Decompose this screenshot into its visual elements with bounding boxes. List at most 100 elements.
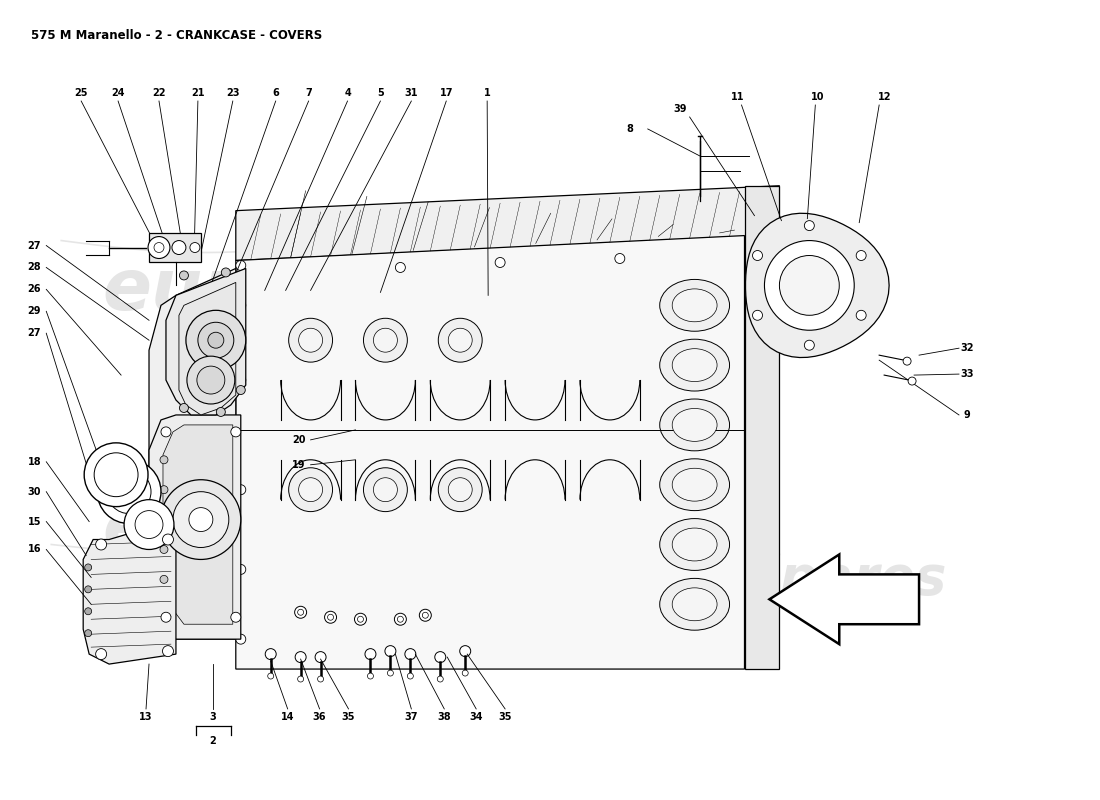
Circle shape <box>434 652 446 662</box>
Circle shape <box>161 480 241 559</box>
Circle shape <box>288 318 332 362</box>
Circle shape <box>160 546 168 554</box>
Polygon shape <box>163 425 233 624</box>
Circle shape <box>179 271 188 280</box>
Circle shape <box>438 676 443 682</box>
Circle shape <box>235 565 245 574</box>
Text: 38: 38 <box>438 712 451 722</box>
Circle shape <box>85 586 91 593</box>
Text: 17: 17 <box>440 88 453 98</box>
Text: 21: 21 <box>191 88 205 98</box>
Circle shape <box>395 262 406 273</box>
Circle shape <box>85 443 148 506</box>
Circle shape <box>124 500 174 550</box>
Circle shape <box>154 242 164 253</box>
Circle shape <box>397 616 404 622</box>
Circle shape <box>107 470 151 514</box>
Circle shape <box>373 478 397 502</box>
Circle shape <box>780 255 839 315</box>
Circle shape <box>235 485 245 494</box>
Circle shape <box>324 611 337 623</box>
Circle shape <box>318 676 323 682</box>
Circle shape <box>160 515 168 523</box>
Ellipse shape <box>672 528 717 561</box>
Text: 20: 20 <box>292 435 306 445</box>
Circle shape <box>148 237 170 258</box>
Circle shape <box>909 377 916 385</box>
Circle shape <box>387 670 394 676</box>
Circle shape <box>235 300 245 310</box>
Text: 27: 27 <box>28 241 41 250</box>
Text: 22: 22 <box>152 88 166 98</box>
Text: 3: 3 <box>209 712 217 722</box>
Circle shape <box>96 539 107 550</box>
Text: 33: 33 <box>960 369 974 379</box>
Circle shape <box>395 614 406 626</box>
Circle shape <box>197 366 224 394</box>
Circle shape <box>804 340 814 350</box>
Polygon shape <box>148 415 241 639</box>
Polygon shape <box>235 186 780 261</box>
Circle shape <box>85 608 91 614</box>
Text: 18: 18 <box>28 457 41 466</box>
Text: 32: 32 <box>960 343 974 353</box>
Circle shape <box>365 649 376 659</box>
Polygon shape <box>148 269 235 639</box>
Circle shape <box>385 646 396 657</box>
Text: 8: 8 <box>626 124 634 134</box>
Circle shape <box>407 673 414 679</box>
Text: 575 M Maranello - 2 - CRANKCASE - COVERS: 575 M Maranello - 2 - CRANKCASE - COVERS <box>31 30 322 42</box>
Circle shape <box>438 468 482 512</box>
Text: 36: 36 <box>312 712 327 722</box>
Circle shape <box>163 646 174 657</box>
Text: 34: 34 <box>470 712 483 722</box>
Text: 9: 9 <box>964 410 970 420</box>
Ellipse shape <box>672 289 717 322</box>
Circle shape <box>95 453 138 497</box>
Text: 39: 39 <box>673 104 686 114</box>
Circle shape <box>163 534 174 545</box>
Circle shape <box>295 606 307 618</box>
Ellipse shape <box>660 578 729 630</box>
Circle shape <box>217 407 226 417</box>
Text: 4: 4 <box>344 88 351 98</box>
Circle shape <box>265 649 276 659</box>
Circle shape <box>363 468 407 512</box>
Circle shape <box>298 328 322 352</box>
Text: 1: 1 <box>484 88 491 98</box>
Text: eurospares: eurospares <box>102 495 559 564</box>
Circle shape <box>172 241 186 254</box>
Text: 15: 15 <box>28 517 41 526</box>
Circle shape <box>85 564 91 571</box>
Text: 31: 31 <box>405 88 418 98</box>
Circle shape <box>752 310 762 320</box>
Polygon shape <box>148 233 201 262</box>
Circle shape <box>231 427 241 437</box>
Circle shape <box>495 258 505 267</box>
Text: 25: 25 <box>75 88 88 98</box>
Circle shape <box>615 254 625 263</box>
Circle shape <box>173 492 229 547</box>
Text: 16: 16 <box>28 545 41 554</box>
Circle shape <box>235 375 245 385</box>
Text: 5: 5 <box>377 88 384 98</box>
Circle shape <box>460 646 471 657</box>
Text: 29: 29 <box>28 306 41 316</box>
Text: 11: 11 <box>730 92 745 102</box>
Text: 24: 24 <box>111 88 124 98</box>
Ellipse shape <box>672 349 717 382</box>
Text: 12: 12 <box>879 92 892 102</box>
Polygon shape <box>746 214 889 358</box>
Ellipse shape <box>660 339 729 391</box>
Circle shape <box>373 328 397 352</box>
Circle shape <box>288 468 332 512</box>
Text: 7: 7 <box>305 88 312 98</box>
Circle shape <box>449 478 472 502</box>
Circle shape <box>236 386 245 394</box>
Circle shape <box>462 670 469 676</box>
Text: 10: 10 <box>811 92 824 102</box>
Circle shape <box>235 261 245 270</box>
Circle shape <box>267 673 274 679</box>
Circle shape <box>328 614 333 620</box>
Text: 37: 37 <box>405 712 418 722</box>
